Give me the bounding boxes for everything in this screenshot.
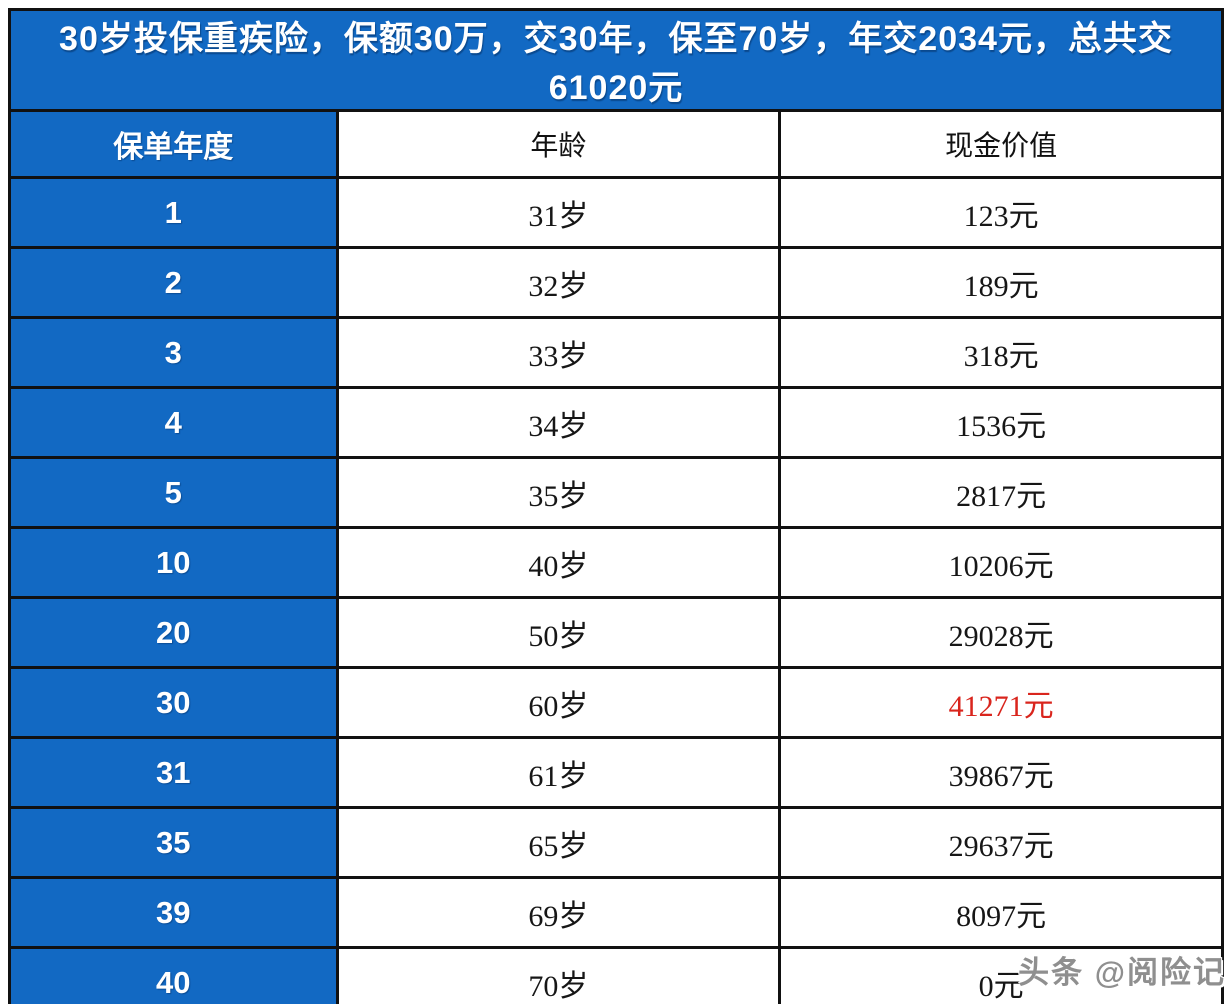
cash-value-table: 30岁投保重疾险，保额30万，交30年，保至70岁，年交2034元，总共交610… [8,8,1224,1004]
table-row: 39 69岁 8097元 [8,876,1224,949]
column-header-cash-value: 现金价值 [778,109,1224,179]
policy-year-cell: 40 [8,946,339,1004]
cash-value-cell: 1536元 [778,386,1224,459]
policy-year-cell: 5 [8,456,339,529]
age-cell: 32岁 [335,246,782,319]
age-cell: 70岁 [335,946,782,1004]
age-cell: 69岁 [335,876,782,949]
age-cell: 31岁 [335,176,782,249]
table-row: 20 50岁 29028元 [8,596,1224,669]
policy-year-cell: 10 [8,526,339,599]
table-row: 3 33岁 318元 [8,316,1224,389]
cash-value-cell: 29028元 [778,596,1224,669]
age-cell: 40岁 [335,526,782,599]
age-cell: 50岁 [335,596,782,669]
policy-year-cell: 31 [8,736,339,809]
age-cell: 34岁 [335,386,782,459]
cash-value-cell: 318元 [778,316,1224,389]
table-row: 31 61岁 39867元 [8,736,1224,809]
policy-table-container: 30岁投保重疾险，保额30万，交30年，保至70岁，年交2034元，总共交610… [8,8,1224,1004]
cash-value-cell: 123元 [778,176,1224,249]
policy-year-cell: 3 [8,316,339,389]
table-row: 30 60岁 41271元 [8,666,1224,739]
policy-year-cell: 1 [8,176,339,249]
table-row: 4 34岁 1536元 [8,386,1224,459]
table-row: 2 32岁 189元 [8,246,1224,319]
cash-value-cell: 10206元 [778,526,1224,599]
age-cell: 33岁 [335,316,782,389]
age-cell: 60岁 [335,666,782,739]
cash-value-cell: 41271元 [778,666,1224,739]
policy-year-cell: 35 [8,806,339,879]
cash-value-cell: 8097元 [778,876,1224,949]
table-row: 5 35岁 2817元 [8,456,1224,529]
cash-value-cell: 2817元 [778,456,1224,529]
age-cell: 61岁 [335,736,782,809]
policy-year-cell: 20 [8,596,339,669]
header-row: 保单年度 年龄 现金价值 [8,109,1224,179]
column-header-policy-year: 保单年度 [8,109,339,179]
title-row: 30岁投保重疾险，保额30万，交30年，保至70岁，年交2034元，总共交610… [8,8,1224,112]
policy-year-cell: 4 [8,386,339,459]
table-row: 40 70岁 0元 [8,946,1224,1004]
cash-value-cell: 29637元 [778,806,1224,879]
table-row: 35 65岁 29637元 [8,806,1224,879]
table-row: 10 40岁 10206元 [8,526,1224,599]
policy-year-cell: 39 [8,876,339,949]
age-cell: 35岁 [335,456,782,529]
cash-value-cell: 0元 [778,946,1224,1004]
table-row: 1 31岁 123元 [8,176,1224,249]
cash-value-cell: 189元 [778,246,1224,319]
table-title: 30岁投保重疾险，保额30万，交30年，保至70岁，年交2034元，总共交610… [8,8,1224,112]
policy-year-cell: 2 [8,246,339,319]
policy-year-cell: 30 [8,666,339,739]
column-header-age: 年龄 [335,109,782,179]
cash-value-cell: 39867元 [778,736,1224,809]
age-cell: 65岁 [335,806,782,879]
